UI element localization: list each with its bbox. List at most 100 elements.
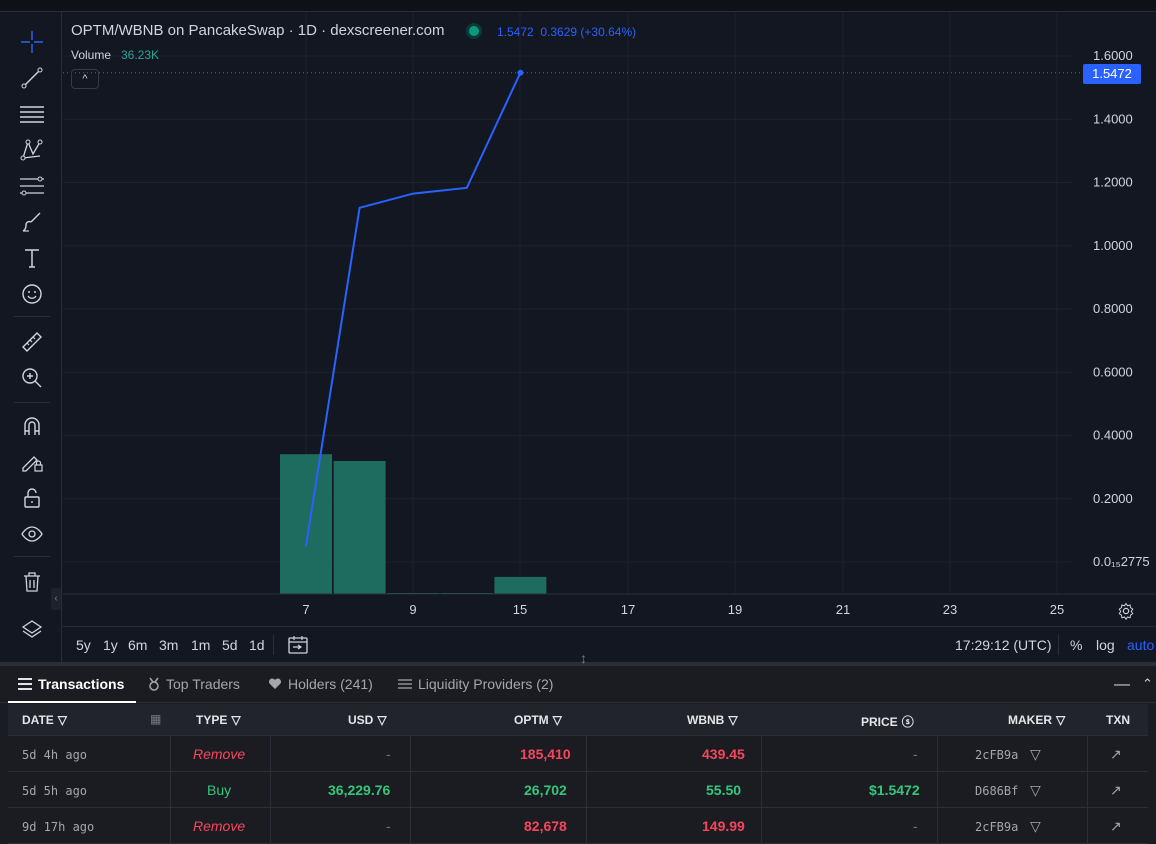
filter-icon[interactable]: ▽	[728, 713, 738, 727]
column-date[interactable]: DATE ▽	[22, 713, 68, 727]
maker-filter-icon[interactable]: ▽	[1030, 818, 1041, 834]
filter-icon[interactable]: ▽	[1056, 713, 1066, 727]
column-usd[interactable]: USD ▽	[348, 713, 387, 727]
maker-filter-icon[interactable]: ▽	[1030, 782, 1041, 798]
top-strip	[0, 0, 1156, 12]
row-optm: 82,678	[524, 818, 567, 834]
log-scale-toggle[interactable]: log	[1096, 637, 1115, 653]
column-wbnb[interactable]: WBNB ▽	[687, 713, 738, 727]
tab-liquidity-providers[interactable]: Liquidity Providers (2)	[398, 676, 553, 692]
row-optm: 26,702	[524, 782, 567, 798]
timeframe-1m[interactable]: 1m	[191, 637, 211, 653]
price-axis-label: 0.2000	[1093, 491, 1133, 506]
column-txn: TXN	[1106, 713, 1130, 727]
volume-bar	[494, 576, 547, 594]
zoom-in-icon[interactable]	[16, 362, 48, 394]
trash-icon[interactable]	[16, 566, 48, 598]
horizontal-lines-icon[interactable]	[16, 98, 48, 130]
auto-scale-toggle[interactable]: auto	[1127, 637, 1155, 653]
ruler-icon[interactable]	[16, 326, 48, 358]
legend-price: 1.5472 0.3629 (+30.64%)	[497, 25, 637, 39]
last-price-point	[517, 69, 524, 76]
timeframe-3m[interactable]: 3m	[159, 637, 179, 653]
table-row[interactable]: 5d 4h ago Remove - 185,410 439.45 - 2cFB…	[8, 736, 1148, 772]
minimize-icon[interactable]: —	[1114, 676, 1130, 693]
drawing-toolbar: ‹	[0, 12, 62, 662]
brush-icon[interactable]	[16, 206, 48, 238]
pattern-icon[interactable]	[16, 134, 48, 166]
timeframe-1d[interactable]: 1d	[249, 637, 265, 653]
panel-splitter[interactable]: ↕	[0, 650, 1156, 666]
toolbar-collapse-toggle[interactable]: ‹	[51, 588, 61, 610]
row-type: Remove	[193, 746, 246, 762]
row-wbnb: 439.45	[702, 746, 745, 762]
row-wbnb: 149.99	[702, 818, 745, 834]
collapse-legend-button[interactable]: ^	[71, 69, 99, 89]
layers-icon[interactable]	[16, 614, 48, 646]
text-icon[interactable]	[16, 242, 48, 274]
row-optm: 185,410	[520, 746, 571, 762]
tab-transactions[interactable]: Transactions	[18, 676, 124, 692]
column-type[interactable]: TYPE ▽	[196, 713, 241, 727]
currency-icon[interactable]: ⓢ	[901, 715, 914, 729]
lock-drawing-icon[interactable]	[16, 446, 48, 478]
table-row[interactable]: 5d 5h ago Buy 36,229.76 26,702 55.50 $1.…	[8, 772, 1148, 808]
chart-settings-button[interactable]	[1115, 600, 1137, 622]
tab-holders[interactable]: Holders (241)	[268, 676, 373, 692]
filter-icon[interactable]: ▽	[57, 713, 68, 727]
price-axis-label: 0.6000	[1093, 364, 1133, 379]
row-date: 9d 17h ago	[22, 820, 95, 834]
tab-top-traders[interactable]: Top Traders	[148, 676, 240, 692]
filter-icon[interactable]: ▽	[377, 713, 387, 727]
time-axis-label: 7	[302, 602, 309, 617]
column-optm[interactable]: OPTM ▽	[514, 713, 562, 727]
eye-icon[interactable]	[16, 518, 48, 550]
fib-retracement-icon[interactable]	[16, 170, 48, 202]
percent-scale-toggle[interactable]: %	[1070, 637, 1083, 653]
unlock-icon[interactable]	[16, 482, 48, 514]
medal-icon	[149, 677, 159, 691]
filter-icon[interactable]: ▽	[552, 713, 562, 727]
volume-label: Volume	[71, 48, 112, 62]
row-maker[interactable]: D686Bf	[975, 784, 1019, 798]
utc-clock[interactable]: 17:29:12 (UTC)	[955, 637, 1052, 653]
column-maker[interactable]: MAKER ▽	[1008, 713, 1066, 727]
trend-line-icon[interactable]	[16, 62, 48, 94]
timeframe-6m[interactable]: 6m	[128, 637, 148, 653]
price-axis-label: 1.2000	[1093, 175, 1133, 190]
timeframe-1y[interactable]: 1y	[103, 637, 118, 653]
timeframe-5y[interactable]: 5y	[76, 637, 91, 653]
external-link-icon[interactable]: ↗	[1110, 746, 1122, 762]
time-axis-label: 21	[836, 602, 850, 617]
emoji-icon[interactable]	[16, 278, 48, 310]
row-wbnb: 55.50	[706, 782, 742, 798]
table-row[interactable]: 9d 17h ago Remove - 82,678 149.99 - 2cFB…	[8, 808, 1148, 844]
magnet-icon[interactable]	[16, 410, 48, 442]
table-header: DATE ▽ ▦ TYPE ▽ USD ▽ OPTM ▽ WBNB ▽ PRICE ⓢ MA…	[8, 704, 1148, 736]
calendar-icon[interactable]: ▦	[150, 712, 162, 726]
maker-filter-icon[interactable]: ▽	[1030, 746, 1041, 762]
price-chart[interactable]: 1.6000 1.4000 1.2000 1.0000 0.8000 0.6000 0.40…	[63, 12, 1156, 662]
date-range-icon[interactable]	[287, 635, 309, 660]
price-axis-label: 1.0000	[1093, 238, 1133, 253]
price-axis-label: 1.6000	[1093, 48, 1133, 63]
resize-handle-icon[interactable]: ↕	[580, 650, 587, 666]
time-axis-label: 9	[409, 602, 416, 617]
row-maker[interactable]: 2cFB9a	[975, 820, 1019, 834]
time-axis-label: 15	[513, 602, 527, 617]
active-tab-indicator	[8, 701, 136, 703]
external-link-icon[interactable]: ↗	[1110, 782, 1122, 798]
column-price[interactable]: PRICE ⓢ	[861, 714, 914, 730]
expand-up-icon[interactable]: ⌃	[1142, 676, 1153, 691]
row-maker[interactable]: 2cFB9a	[975, 748, 1019, 762]
row-type: Remove	[193, 818, 246, 834]
time-axis-label: 25	[1050, 602, 1064, 617]
crosshair-icon[interactable]	[16, 26, 48, 58]
row-usd: -	[386, 746, 391, 762]
row-type: Buy	[207, 782, 232, 798]
timeframe-bar: 5y 1y 6m 3m 1m 5d 1d 17:29:12 (UTC) % lo…	[63, 626, 1156, 662]
transactions-panel: Transactions Top Traders Holders (241) L…	[0, 666, 1156, 844]
filter-icon[interactable]: ▽	[231, 713, 241, 727]
timeframe-5d[interactable]: 5d	[222, 637, 238, 653]
external-link-icon[interactable]: ↗	[1110, 818, 1122, 834]
